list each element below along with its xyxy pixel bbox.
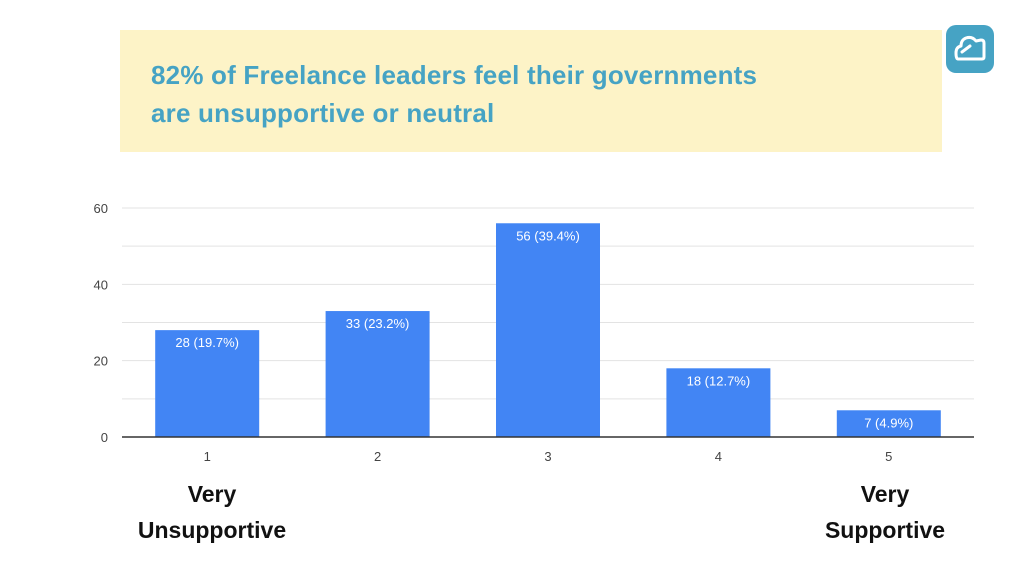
- x-tick-label: 5: [885, 449, 892, 464]
- y-tick-label: 60: [94, 201, 108, 216]
- bar-data-label: 18 (12.7%): [687, 373, 751, 388]
- y-tick-label: 0: [101, 430, 108, 445]
- bar: [155, 330, 260, 437]
- bar-data-label: 7 (4.9%): [864, 415, 913, 430]
- cloud-icon: [946, 25, 994, 73]
- y-tick-label: 20: [94, 354, 108, 369]
- x-tick-label: 4: [715, 449, 722, 464]
- scale-label-low-line2: Unsupportive: [137, 517, 287, 543]
- x-tick-label: 2: [374, 449, 381, 464]
- bar: [496, 223, 600, 437]
- scale-label-high-line1: Very: [860, 481, 910, 507]
- bar: [836, 410, 941, 437]
- headline-line-1: 82% of Freelance leaders feel their gove…: [151, 60, 758, 90]
- headline-line-2: are unsupportive or neutral: [151, 98, 495, 128]
- bar: [666, 368, 771, 437]
- headline-banner: 82% of Freelance leaders feel their gove…: [120, 30, 942, 152]
- bar-data-label: 33 (23.2%): [346, 316, 410, 331]
- bar: [325, 311, 430, 437]
- bar-data-label: 56 (39.4%): [516, 228, 580, 243]
- scale-label-low: Very Unsupportive: [112, 476, 312, 548]
- x-tick-label: 3: [544, 449, 551, 464]
- scale-label-low-line1: Very: [187, 481, 237, 507]
- scale-label-high: Very Supportive: [785, 476, 985, 548]
- bar-data-label: 28 (19.7%): [175, 335, 239, 350]
- x-tick-label: 1: [204, 449, 211, 464]
- scale-label-high-line2: Supportive: [824, 517, 946, 543]
- y-tick-label: 40: [94, 277, 108, 292]
